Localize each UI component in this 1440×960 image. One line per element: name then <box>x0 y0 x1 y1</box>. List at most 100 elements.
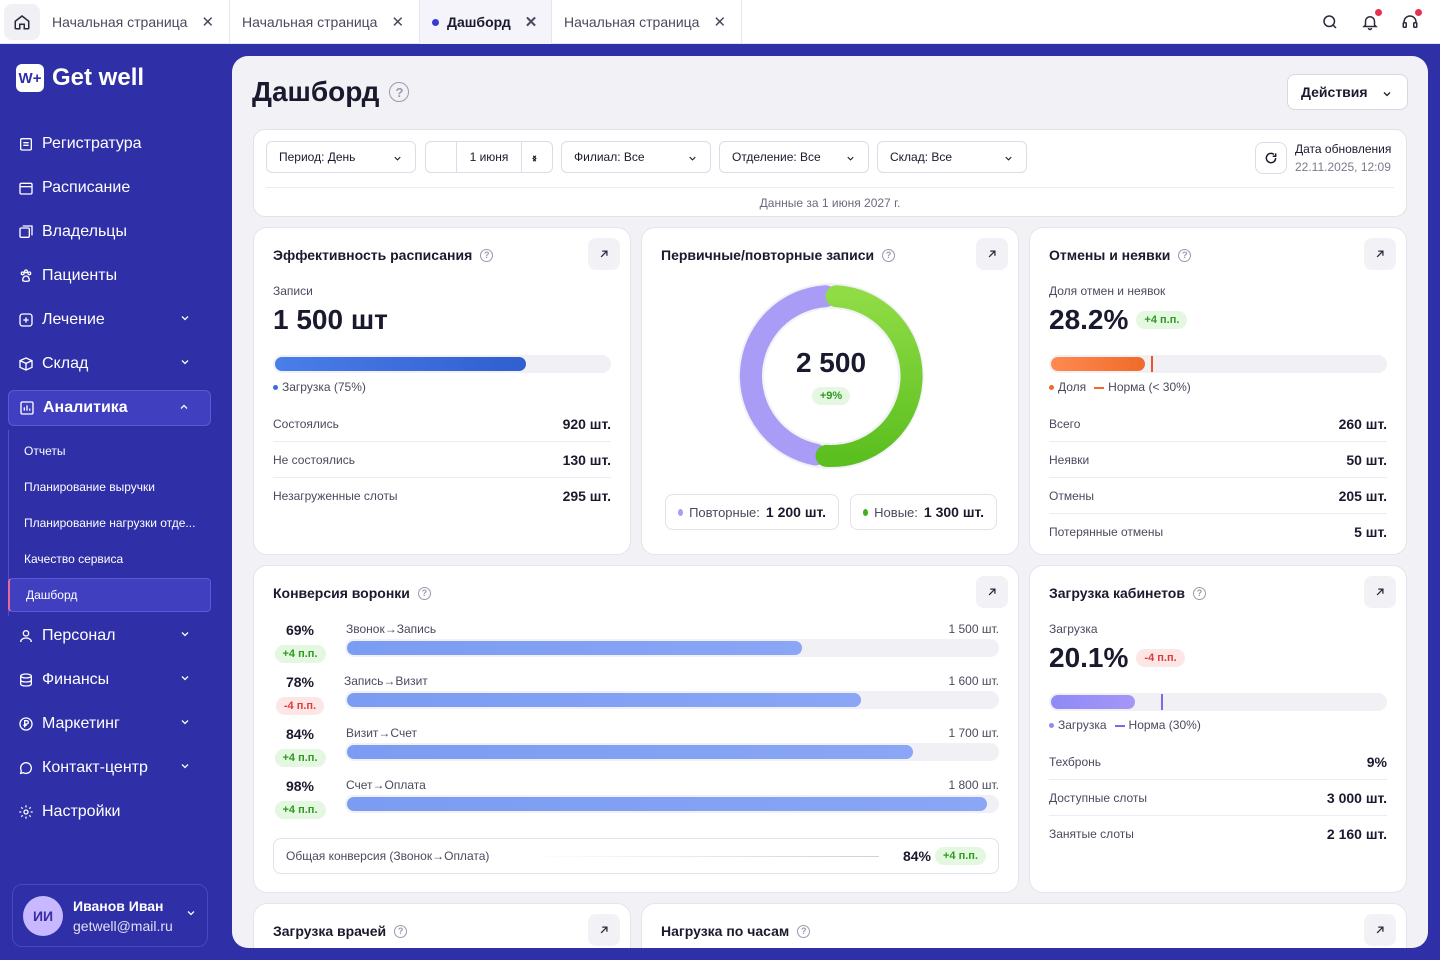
sidebar-item-warehouse[interactable]: Склад <box>8 346 211 382</box>
next-date-button[interactable] <box>522 142 552 172</box>
expand-button[interactable] <box>588 238 620 270</box>
hourly-load-card: Нагрузка по часам? <box>641 903 1407 948</box>
expand-button[interactable] <box>1364 914 1396 946</box>
legend-label: Новые: <box>874 504 918 520</box>
notification-dot <box>1415 9 1422 16</box>
sidebar-item-treatment[interactable]: Лечение <box>8 302 211 338</box>
legend-dot <box>678 508 684 516</box>
support-icon <box>1402 15 1418 28</box>
date-value[interactable]: 1 июня <box>456 142 522 172</box>
legend: Доля Норма (< 30%) <box>1049 380 1191 394</box>
sidebar-item-patients[interactable]: Пациенты <box>8 258 211 294</box>
sidebar-item-marketing[interactable]: Маркетинг <box>8 706 211 742</box>
sidebar-item-owners[interactable]: Владельцы <box>8 214 211 250</box>
bell-icon <box>1362 16 1378 31</box>
close-icon[interactable]: ✕ <box>201 14 215 31</box>
share-bar <box>1049 355 1387 373</box>
sidebar-item-settings[interactable]: Настройки <box>8 794 211 830</box>
tab-home-3[interactable]: Начальная страница ✕ <box>552 0 742 44</box>
paw-icon <box>20 269 32 282</box>
close-icon[interactable]: ✕ <box>713 14 727 31</box>
brand-logo[interactable]: W+ Get well <box>16 64 144 92</box>
expand-button[interactable] <box>588 914 620 946</box>
close-icon[interactable]: ✕ <box>391 14 405 31</box>
stat-label: Доступные слоты <box>1049 790 1147 805</box>
stat-row: Доступные слоты 3 000 шт. <box>1049 780 1387 816</box>
sidebar-subitem-label: Планирование выручки <box>24 480 155 494</box>
refresh-button[interactable] <box>1255 142 1287 174</box>
delta-badge: +4 п.п. <box>935 847 986 865</box>
close-icon[interactable]: ✕ <box>524 14 538 31</box>
sidebar-item-staff[interactable]: Персонал <box>8 618 211 654</box>
sidebar-subitem-reports[interactable]: Отчеты <box>8 434 211 468</box>
sidebar-item-analytics[interactable]: Аналитика <box>8 390 211 426</box>
stat-value: 130 шт. <box>562 451 611 468</box>
card-title-text: Нагрузка по часам <box>661 923 790 939</box>
sidebar-item-finance[interactable]: Финансы <box>8 662 211 698</box>
actions-dropdown[interactable]: Действия <box>1287 74 1408 110</box>
chat-icon <box>19 762 32 775</box>
arrow-up-right-icon <box>1376 250 1384 258</box>
period-select[interactable]: Период: День <box>266 141 416 173</box>
notifications-button[interactable] <box>1360 9 1382 32</box>
sidebar-item-contact-center[interactable]: Контакт-центр <box>8 750 211 786</box>
help-icon[interactable]: ? <box>417 586 431 600</box>
stat-label: Состоялись <box>273 416 339 431</box>
logo-mark-icon: W+ <box>16 64 44 92</box>
help-icon[interactable]: ? <box>1192 586 1206 600</box>
chevron-down-icon <box>1383 92 1391 97</box>
help-icon[interactable]: ? <box>480 248 494 262</box>
user-card[interactable]: ИИ Иванов Иван getwell@mail.ru <box>12 884 208 947</box>
stage-bar <box>345 691 999 709</box>
delta-badge: +4 п.п. <box>274 645 326 663</box>
help-icon[interactable]: ? <box>882 248 896 262</box>
expand-button[interactable] <box>1364 576 1396 608</box>
warehouse-select[interactable]: Склад: Все <box>877 141 1027 173</box>
sidebar-subitem-revenue-planning[interactable]: Планирование выручки <box>8 470 211 504</box>
sidebar-subitem-dashboard[interactable]: Дашборд <box>8 578 211 612</box>
card-title-text: Эффективность расписания <box>273 247 473 263</box>
donut-slice-new[interactable] <box>815 285 923 468</box>
legend-value: 1 300 шт. <box>923 504 984 520</box>
sidebar-item-registry[interactable]: Регистратура <box>8 126 211 162</box>
expand-button[interactable] <box>976 576 1008 608</box>
help-icon[interactable]: ? <box>394 924 408 938</box>
branch-select[interactable]: Филиал: Все <box>561 141 711 173</box>
stat-row: Не состоялись 130 шт. <box>273 442 611 478</box>
user-email: getwell@mail.ru <box>73 917 173 934</box>
department-select[interactable]: Отделение: Все <box>719 141 869 173</box>
tab-dashboard[interactable]: Дашборд ✕ <box>420 0 552 44</box>
card-title: Загрузка врачей? <box>273 923 408 939</box>
delta-badge: -4 п.п. <box>1136 649 1185 667</box>
stat-value: 295 шт. <box>562 488 611 504</box>
legend-label: Повторные: <box>689 504 760 520</box>
help-icon[interactable]: ? <box>797 924 811 938</box>
donut-total: 2 500 <box>795 347 867 378</box>
total-conversion-value: 84% <box>902 848 931 864</box>
stat-value: 205 шт. <box>1338 487 1387 504</box>
sidebar-subitem-service-quality[interactable]: Качество сервиса <box>8 542 211 576</box>
legend-label: Норма (< 30%) <box>1108 380 1191 394</box>
help-icon[interactable]: ? <box>1178 248 1192 262</box>
search-button[interactable] <box>1320 12 1340 32</box>
expand-button[interactable] <box>976 238 1008 270</box>
funnel-stage: 78% -4 п.п. Запись→Визит 1 600 шт. <box>273 674 999 726</box>
expand-button[interactable] <box>1364 238 1396 270</box>
legend-value: 1 200 шт. <box>765 504 826 520</box>
norm-marker <box>1151 356 1154 372</box>
prev-date-button[interactable] <box>426 142 537 172</box>
help-icon[interactable]: ? <box>389 82 410 102</box>
sidebar-subitem-load-planning[interactable]: Планирование нагрузки отде... <box>8 506 211 540</box>
stage-bar-fill <box>347 797 988 811</box>
total-conversion-label: Общая конверсия (Звонок→Оплата) <box>286 849 490 863</box>
support-button[interactable] <box>1400 9 1422 32</box>
delta-badge: +9% <box>811 387 851 405</box>
tab-home-1[interactable]: Начальная страница ✕ <box>40 0 230 44</box>
donut-slice-repeat[interactable] <box>739 285 837 466</box>
tab-home-2[interactable]: Начальная страница ✕ <box>230 0 420 44</box>
chevron-down-icon <box>689 156 696 161</box>
home-tab[interactable] <box>4 4 40 40</box>
sidebar-item-label: Контакт-центр <box>42 759 148 776</box>
kpi-value: 1 500 шт <box>273 304 388 335</box>
sidebar-item-schedule[interactable]: Расписание <box>8 170 211 206</box>
